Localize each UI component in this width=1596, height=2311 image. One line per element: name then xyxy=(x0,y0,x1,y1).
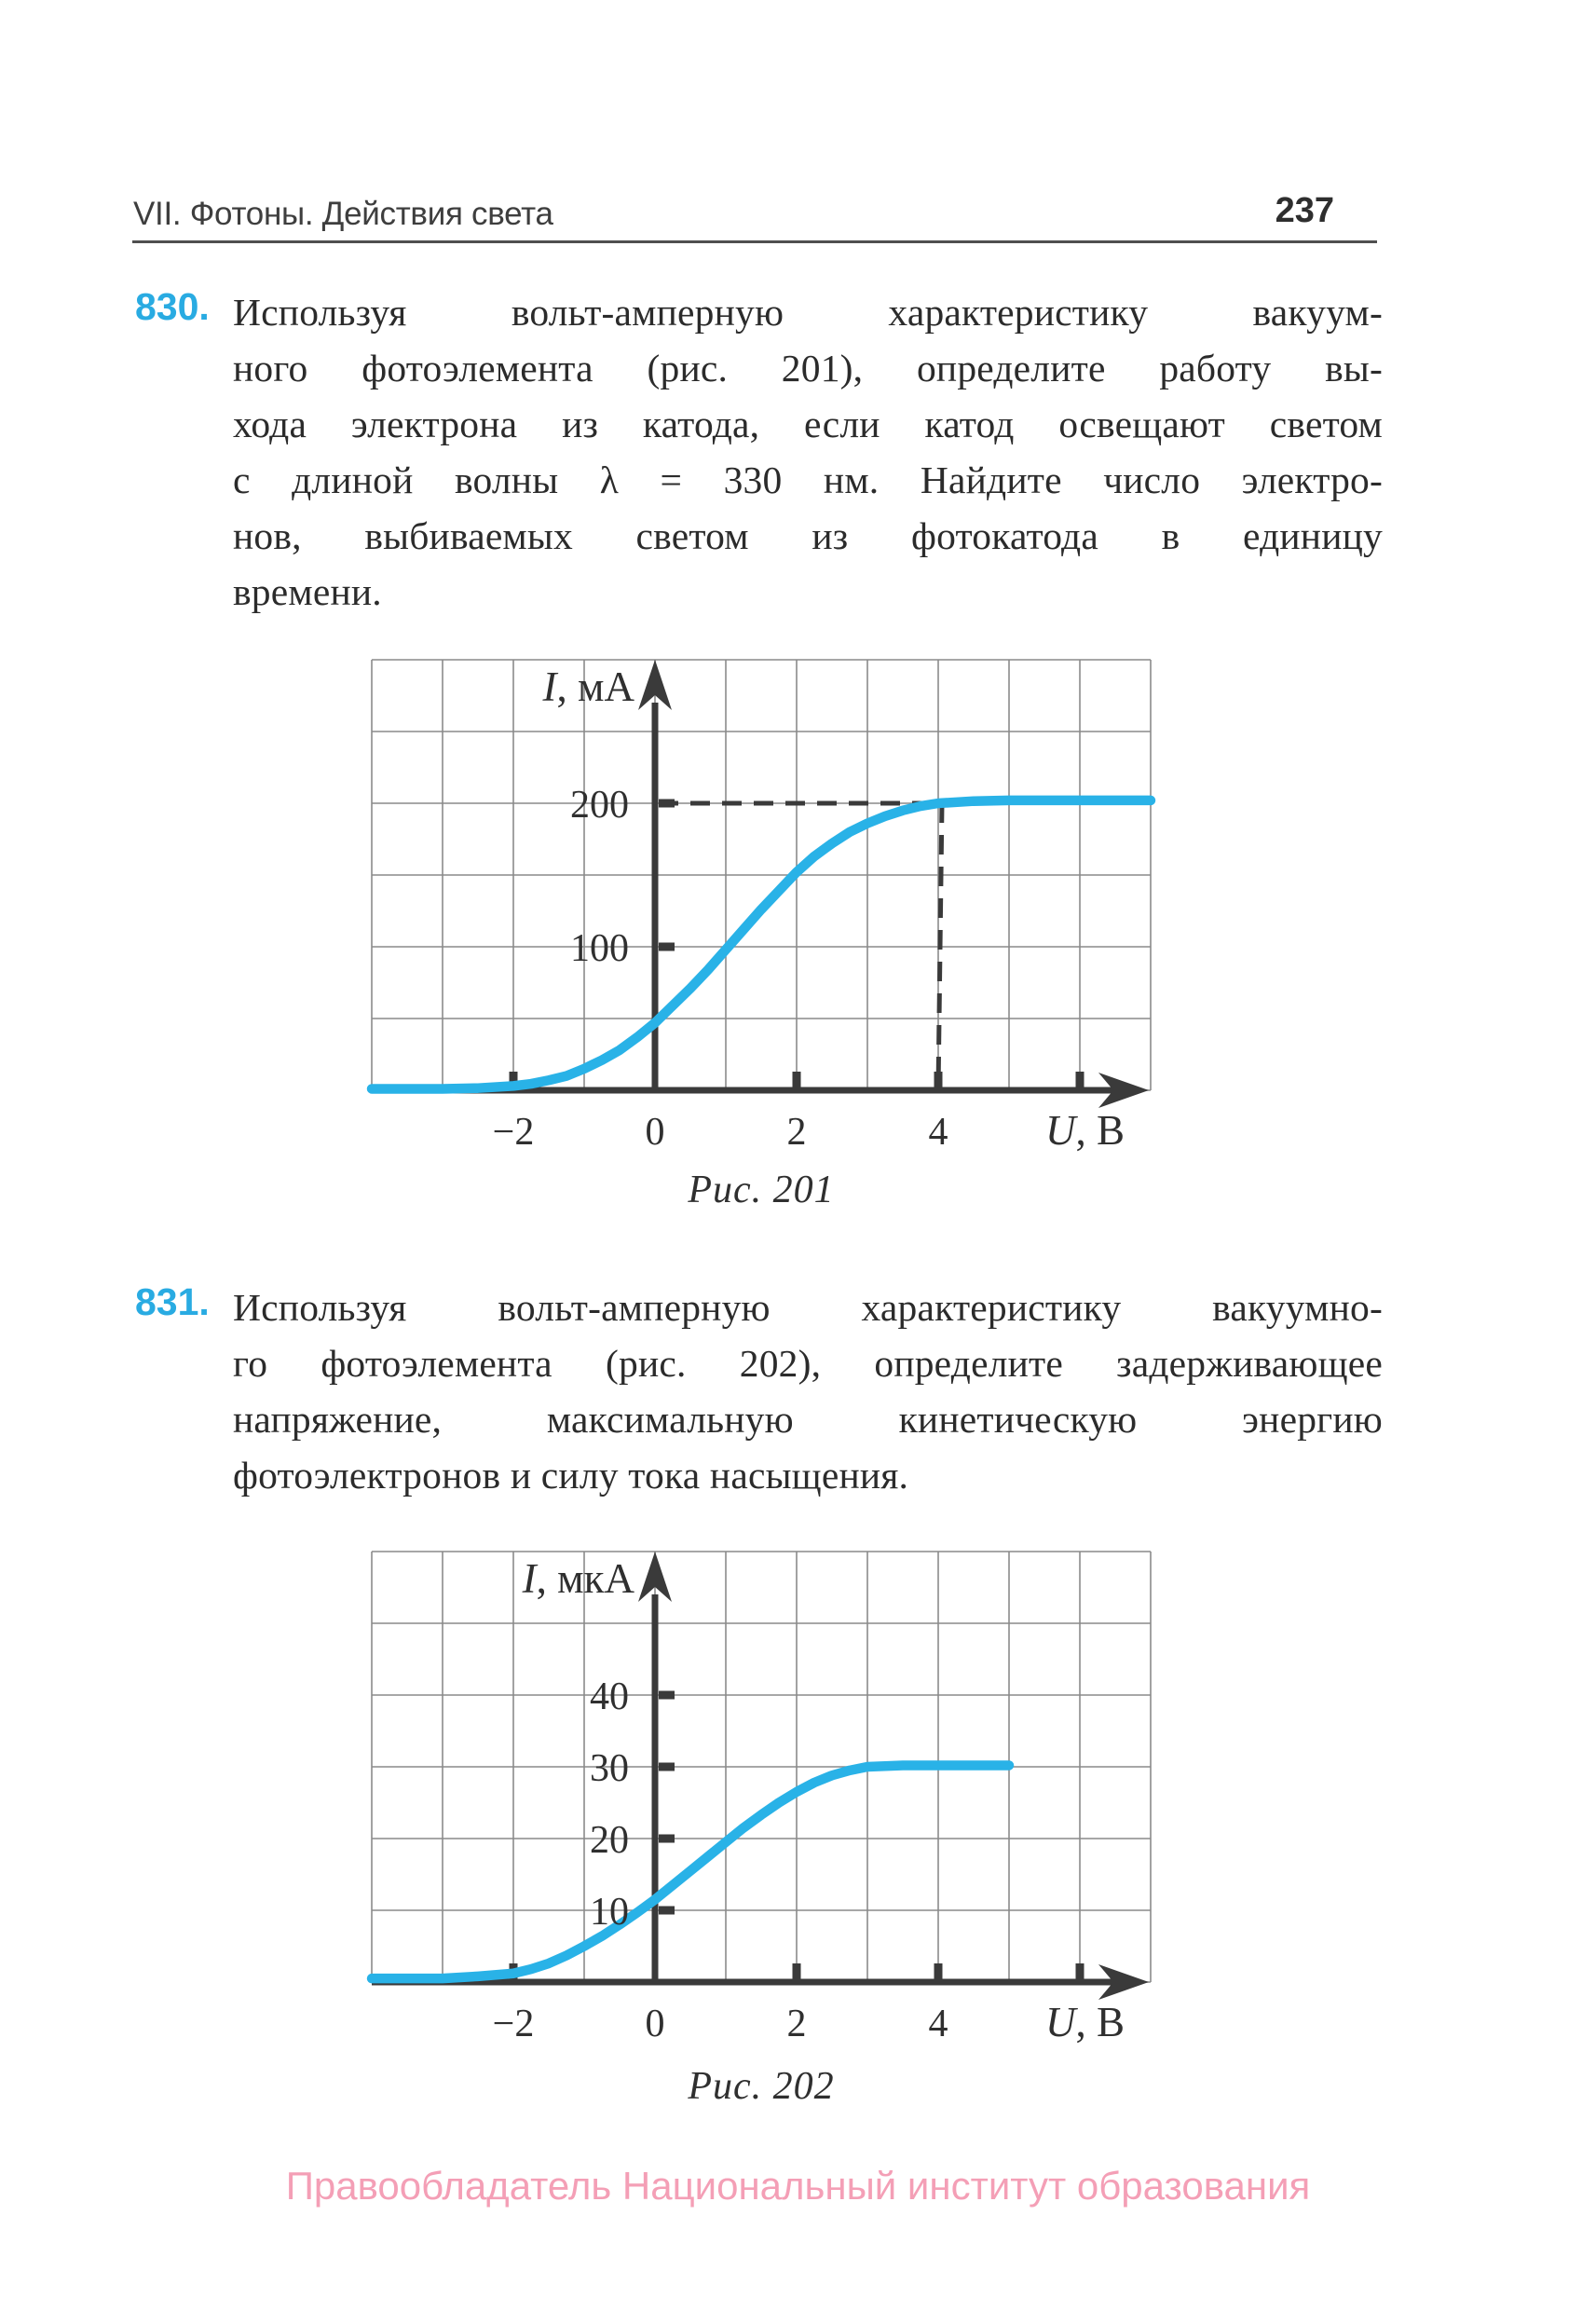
x-tick-label: 2 xyxy=(787,1111,807,1154)
x-tick-label: 4 xyxy=(929,1111,948,1154)
x-axis-title: U, В xyxy=(1045,1107,1125,1154)
y-axis-title: I, мкА xyxy=(522,1555,635,1602)
chapter-header: VII. Фотоны. Действия света xyxy=(133,196,553,232)
problem-text-line: го фотоэлемента (рис. 202), определите з… xyxy=(233,1342,1383,1385)
figure-202-caption: Рис. 202 xyxy=(688,2065,835,2108)
problem-text-line: хода электрона из катода, если катод осв… xyxy=(233,403,1383,445)
y-axis-arrow-icon xyxy=(638,1552,672,1602)
problem-text-line: Используя вольт-амперную характеристику … xyxy=(233,291,1383,334)
x-tick-label: −2 xyxy=(493,2003,535,2045)
y-tick-label: 100 xyxy=(570,927,629,970)
y-axis-title: I, мА xyxy=(542,663,635,710)
problem-text-line: нов, выбиваемых светом из фотокатода в е… xyxy=(233,514,1383,557)
y-tick-label: 30 xyxy=(590,1747,629,1790)
header-rule xyxy=(132,240,1377,243)
dashed-guide-line xyxy=(935,802,945,1091)
page-number: 237 xyxy=(1275,191,1334,230)
copyright-footer: Правообладатель Национальный институт об… xyxy=(285,2164,1311,2208)
y-tick-label: 10 xyxy=(590,1891,629,1934)
problem-text-line: Используя вольт-амперную характеристику … xyxy=(233,1286,1383,1329)
y-tick-label: 40 xyxy=(590,1675,629,1718)
problem-text-line: фотоэлектронов и силу тока насыщения. xyxy=(233,1454,909,1497)
x-axis-arrow-icon xyxy=(1098,1964,1149,2000)
problem-830-text: Используя вольт-амперную характеристику … xyxy=(233,284,1383,620)
figure-202-chart: 10 20 30 40 −2 0 2 4 I, мкА U, В xyxy=(335,1535,1211,2071)
iv-curve xyxy=(366,1760,1015,1984)
x-tick-label: −2 xyxy=(493,1111,535,1154)
y-tick-label: 20 xyxy=(590,1819,629,1862)
problem-text-line: ного фотоэлемента (рис. 201), определите… xyxy=(233,347,1383,390)
problem-text-line: времени. xyxy=(233,570,382,613)
x-tick-label: 2 xyxy=(787,2003,807,2045)
problem-831-number: 831. xyxy=(135,1280,210,1323)
figure-201-caption: Рис. 201 xyxy=(688,1169,835,1211)
figure-201-chart: 100 200 −2 0 2 4 I, мА U, В xyxy=(335,643,1211,1179)
problem-830-number: 830. xyxy=(135,285,210,328)
x-axis-arrow-icon xyxy=(1098,1073,1149,1108)
x-tick-label: 0 xyxy=(646,2003,665,2045)
problem-831-text: Используя вольт-амперную характеристику … xyxy=(233,1279,1383,1503)
problem-text-line: с длиной волны λ = 330 нм. Найдите число… xyxy=(233,458,1383,501)
x-tick-label: 0 xyxy=(646,1111,665,1154)
y-tick-label: 200 xyxy=(570,784,629,827)
iv-curve-chart-svg: 10 20 30 40 −2 0 2 4 I, мкА U, В xyxy=(366,1551,1152,2045)
y-axis-arrow-icon xyxy=(638,660,672,710)
iv-curve-chart-svg: 100 200 −2 0 2 4 I, мА U, В xyxy=(366,659,1156,1154)
x-tick-label: 4 xyxy=(929,2003,948,2045)
iv-curve xyxy=(366,795,1156,1094)
x-axis-title: U, В xyxy=(1045,1999,1125,2045)
problem-text-line: напряжение, максимальную кинетическую эн… xyxy=(233,1398,1383,1441)
